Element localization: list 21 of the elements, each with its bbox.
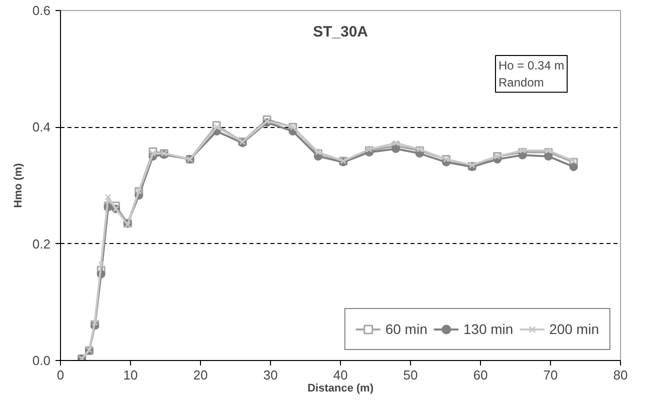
y-tick-label: 0.2 [32, 236, 51, 252]
legend-label: 130 min [463, 321, 514, 337]
annotation: Ho = 0.34 m [498, 58, 564, 72]
x-tick-label: 70 [543, 368, 558, 382]
text: ST_30A [312, 24, 368, 40]
x-tick-label: 30 [263, 368, 278, 382]
x-tick-label: 60 [473, 368, 488, 382]
y-tick-label: 0.0 [32, 353, 51, 368]
y-tick-label: 0.6 [32, 3, 51, 18]
x-tick-label: 20 [193, 368, 208, 382]
x-tick-label: 80 [613, 368, 628, 382]
y-tick-label: 0.4 [32, 120, 51, 135]
x-tick-label: 0 [56, 368, 64, 382]
legend-label: 60 min [385, 321, 428, 337]
x-axis-title: Distance (m) [307, 382, 374, 394]
legend-label: 200 min [549, 321, 599, 337]
annotation: Random [498, 75, 544, 90]
x-tick-label: 50 [403, 368, 418, 382]
x-tick-label: 40 [333, 368, 348, 382]
x-tick-label: 10 [123, 368, 138, 382]
y-axis-title: Hmo (m) [12, 162, 24, 208]
